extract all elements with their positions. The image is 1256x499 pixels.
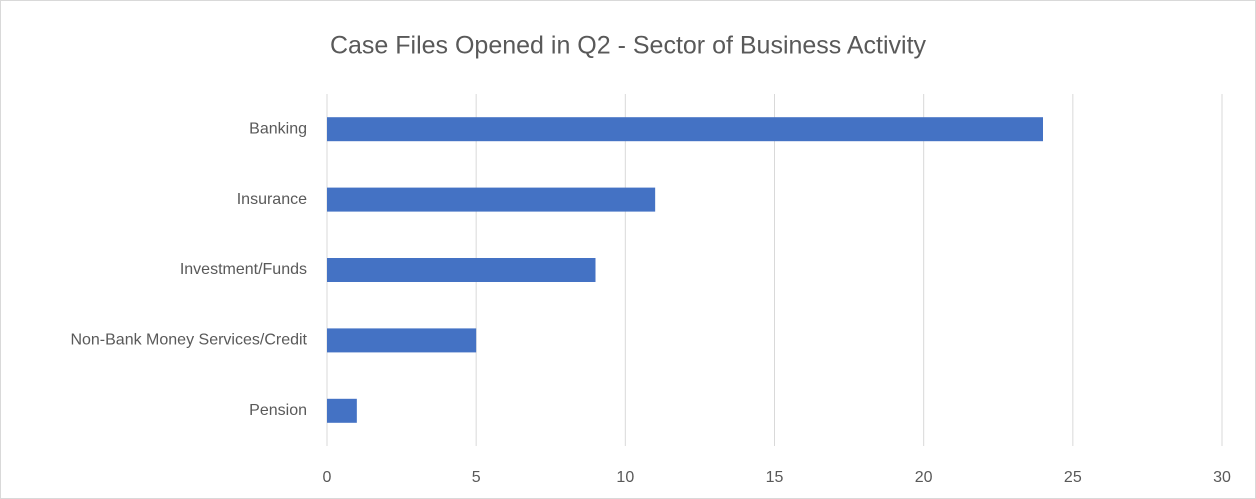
x-tick-label: 0 [323, 469, 332, 486]
chart-title: Case Files Opened in Q2 - Sector of Busi… [330, 32, 927, 60]
y-tick-label: Insurance [237, 191, 307, 208]
y-tick-label: Investment/Funds [180, 261, 307, 278]
y-tick-label: Pension [249, 402, 307, 419]
bar [327, 328, 477, 353]
x-tick-label: 20 [915, 469, 933, 486]
x-tick-label: 30 [1213, 469, 1231, 486]
y-tick-label: Banking [249, 120, 307, 137]
x-tick-label: 5 [472, 469, 481, 486]
x-tick-label: 15 [766, 469, 784, 486]
y-tick-label: Non-Bank Money Services/Credit [70, 332, 307, 349]
x-tick-label: 25 [1064, 469, 1082, 486]
bar [327, 398, 357, 423]
bar [327, 258, 596, 282]
bar [327, 117, 1043, 142]
bar [327, 187, 656, 212]
x-tick-label: 10 [616, 469, 634, 486]
